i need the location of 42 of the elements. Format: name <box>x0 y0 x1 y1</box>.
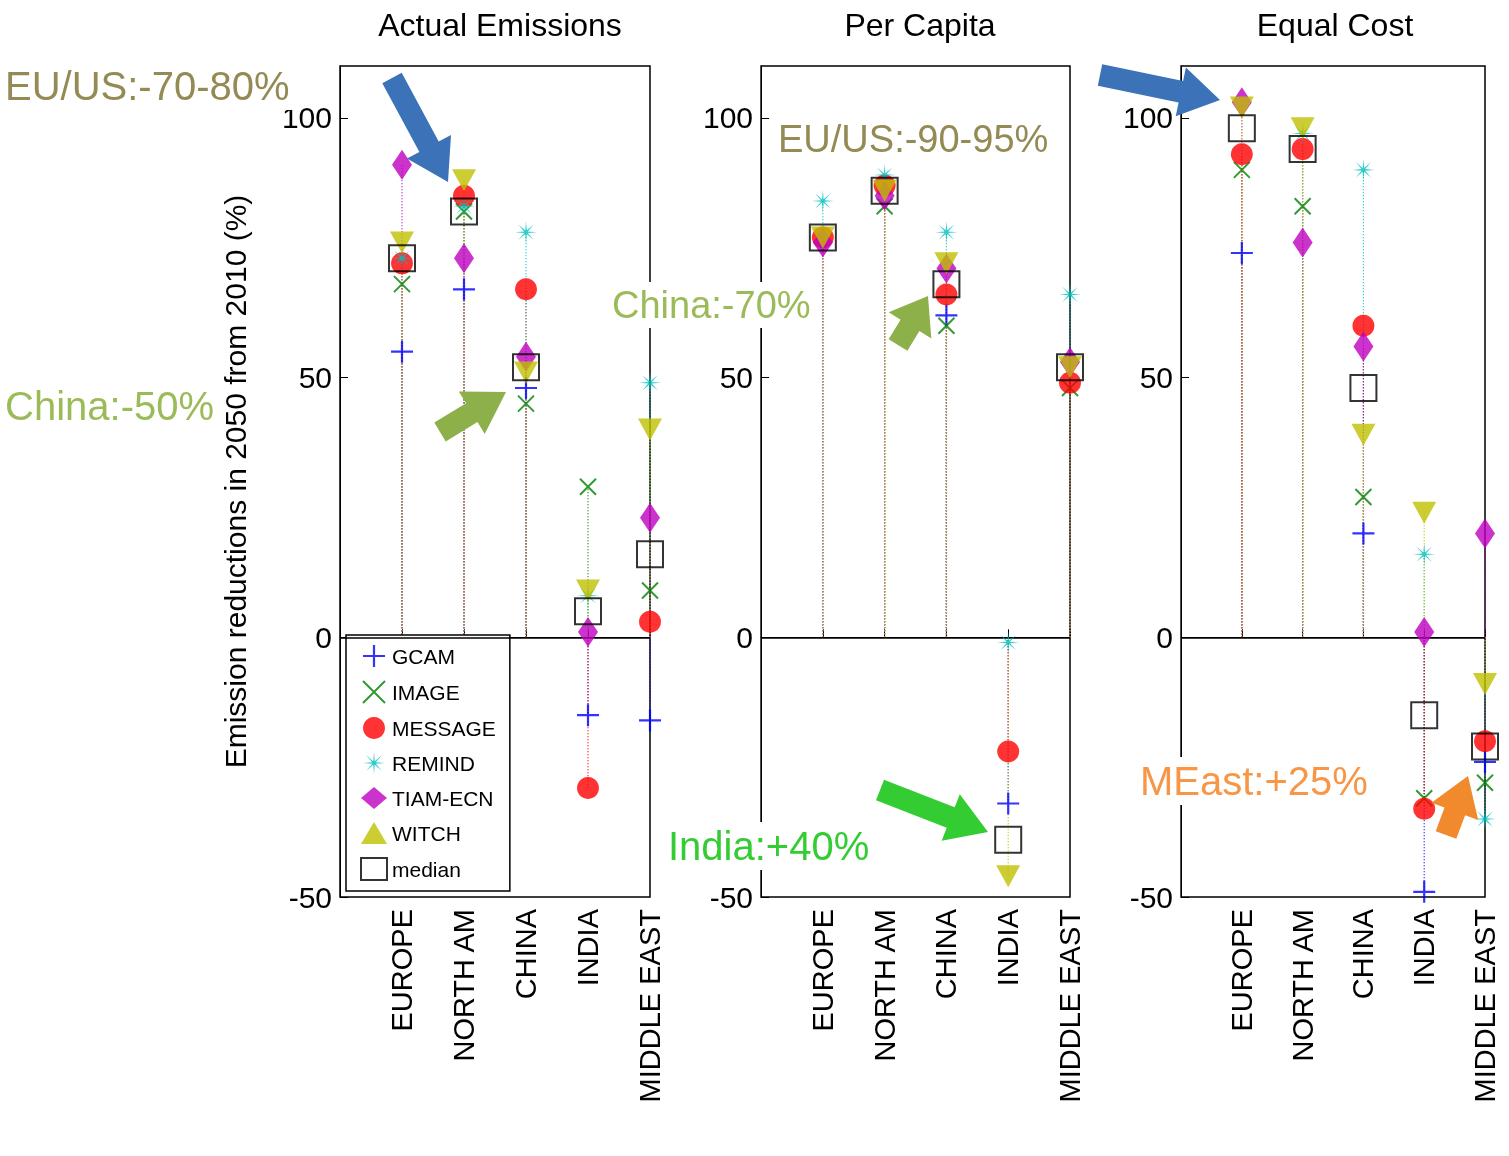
text: China:-50% <box>5 384 215 428</box>
legend-label: TIAM-ECN <box>392 786 494 810</box>
annotation: China:-70% <box>612 284 811 326</box>
x-tick-label: MIDDLE EAST <box>634 908 666 1103</box>
legend-label: median <box>392 857 461 881</box>
y-tick-label: 100 <box>702 101 754 135</box>
y-tick-label: 0 <box>736 620 754 654</box>
annotation: EU/US:-90-95% <box>778 118 1049 160</box>
y-tick-label: 0 <box>1156 620 1174 654</box>
chart-title: Actual Emissions <box>378 7 622 43</box>
x-tick-label: EUROPE <box>386 909 418 1032</box>
x-tick-label: INDIA <box>992 908 1025 987</box>
legend-label: IMAGE <box>392 680 460 704</box>
y-tick-label: -50 <box>1129 880 1174 914</box>
x-tick-label: CHINA <box>1347 908 1380 1000</box>
legend-label: MESSAGE <box>392 716 496 740</box>
x-tick-label: MIDDLE EAST <box>1469 908 1501 1103</box>
y-tick-label: 0 <box>315 620 332 654</box>
x-tick-label: CHINA <box>930 908 963 1000</box>
chart-title: Equal Cost <box>1256 7 1414 43</box>
y-tick-label: -50 <box>709 880 754 914</box>
y-tick-label: 50 <box>298 361 332 395</box>
y-tick-label: 50 <box>719 361 754 395</box>
x-tick-label: INDIA <box>572 908 604 987</box>
x-tick-label: CHINA <box>510 908 542 1000</box>
legend-label: REMIND <box>392 751 475 775</box>
y-tick-label: 50 <box>1139 361 1174 395</box>
x-tick-label: NORTH AM <box>868 909 901 1062</box>
x-tick-label: INDIA <box>1408 908 1441 987</box>
legend-label: WITCH <box>392 821 461 845</box>
chart-title: Per Capita <box>844 7 996 43</box>
y-axis-title: Emission reductions in 2050 from 2010 (%) <box>218 194 252 769</box>
annotation: MEast:+25% <box>1140 759 1368 803</box>
x-tick-label: EUROPE <box>806 909 839 1032</box>
y-tick-label: 100 <box>1122 101 1174 135</box>
x-tick-label: MIDDLE EAST <box>1054 908 1086 1103</box>
x-tick-label: NORTH AM <box>1286 909 1319 1062</box>
y-tick-label: -50 <box>288 880 332 914</box>
legend-label: GCAM <box>392 644 455 668</box>
annotation: India:+40% <box>668 824 870 868</box>
x-tick-label: EUROPE <box>1225 909 1258 1032</box>
x-tick-label: NORTH AM <box>448 909 480 1062</box>
